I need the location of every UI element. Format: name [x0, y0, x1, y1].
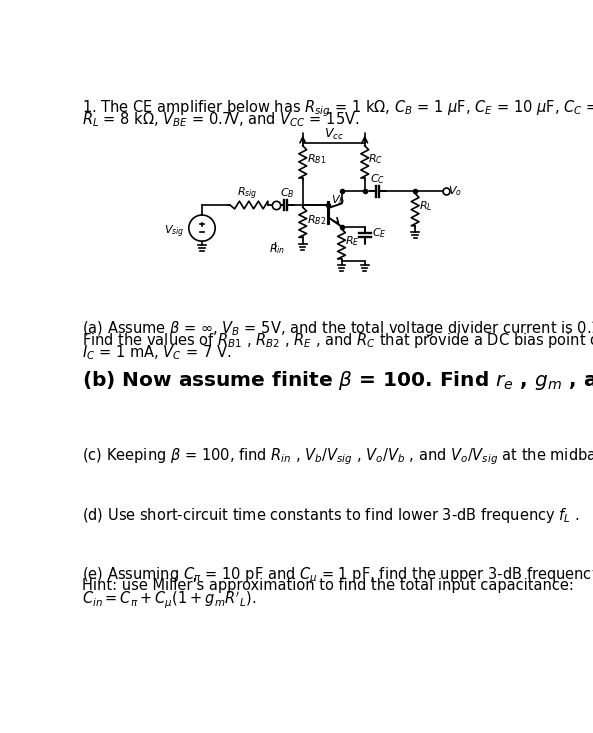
Text: $V_o$: $V_o$ [448, 184, 463, 198]
Text: (a) Assume $\beta$ = $\infty$, $V_B$ = 5V, and the total voltage divider current: (a) Assume $\beta$ = $\infty$, $V_B$ = 5… [82, 319, 593, 338]
Text: $V_{sig}$: $V_{sig}$ [164, 224, 185, 240]
Text: Hint: use Miller's approximation to find the total input capacitance:: Hint: use Miller's approximation to find… [82, 578, 574, 593]
Text: $V_b$: $V_b$ [331, 194, 345, 207]
Text: $I_C$ = 1 mA, $V_C$ = 7 V.: $I_C$ = 1 mA, $V_C$ = 7 V. [82, 344, 231, 362]
Text: $R_{in}$: $R_{in}$ [269, 242, 286, 256]
Text: (d) Use short-circuit time constants to find lower 3-dB frequency $f_L$ .: (d) Use short-circuit time constants to … [82, 506, 580, 525]
Text: $R_C$: $R_C$ [368, 152, 383, 166]
Text: (b) Now assume finite $\beta$ = 100. Find $r_e$ , $g_m$ , and $r_{\pi}$ .: (b) Now assume finite $\beta$ = 100. Fin… [82, 369, 593, 392]
Text: Find the values of $R_{B1}$ , $R_{B2}$ , $R_E$ , and $R_C$ that provide a DC bia: Find the values of $R_{B1}$ , $R_{B2}$ ,… [82, 331, 593, 350]
Text: $C_{in} = C_{\pi} + C_{\mu} (1 + g_m R'_L)$.: $C_{in} = C_{\pi} + C_{\mu} (1 + g_m R'_… [82, 590, 256, 611]
Text: $R_{B2}$: $R_{B2}$ [307, 213, 326, 226]
Text: $C_E$: $C_E$ [372, 226, 387, 240]
Text: $R_E$: $R_E$ [345, 235, 360, 248]
Text: $R_L$ = 8 k$\Omega$, $V_{BE}$ = 0.7V, and $V_{CC}$ = 15V.: $R_L$ = 8 k$\Omega$, $V_{BE}$ = 0.7V, an… [82, 110, 359, 129]
Text: $C_C$: $C_C$ [370, 172, 385, 185]
Text: $C_B$: $C_B$ [279, 186, 294, 200]
Text: (e) Assuming $C_{\pi}$ = 10 pF and $C_{\mu}$ = 1 pF, find the upper 3-dB frequen: (e) Assuming $C_{\pi}$ = 10 pF and $C_{\… [82, 565, 593, 586]
Text: 1. The CE amplifier below has $R_{sig}$ = 1 k$\Omega$, $C_B$ = 1 $\mu$F, $C_E$ =: 1. The CE amplifier below has $R_{sig}$ … [82, 98, 593, 119]
Text: $V_{cc}$: $V_{cc}$ [324, 127, 344, 141]
Text: (c) Keeping $\beta$ = 100, find $R_{in}$ , $V_b$/$V_{sig}$ , $V_o$/$V_b$ , and $: (c) Keeping $\beta$ = 100, find $R_{in}$… [82, 446, 593, 467]
Text: $R_L$: $R_L$ [419, 199, 432, 213]
Text: $R_{B1}$: $R_{B1}$ [307, 152, 326, 166]
Text: $R_{sig}$: $R_{sig}$ [237, 186, 257, 202]
